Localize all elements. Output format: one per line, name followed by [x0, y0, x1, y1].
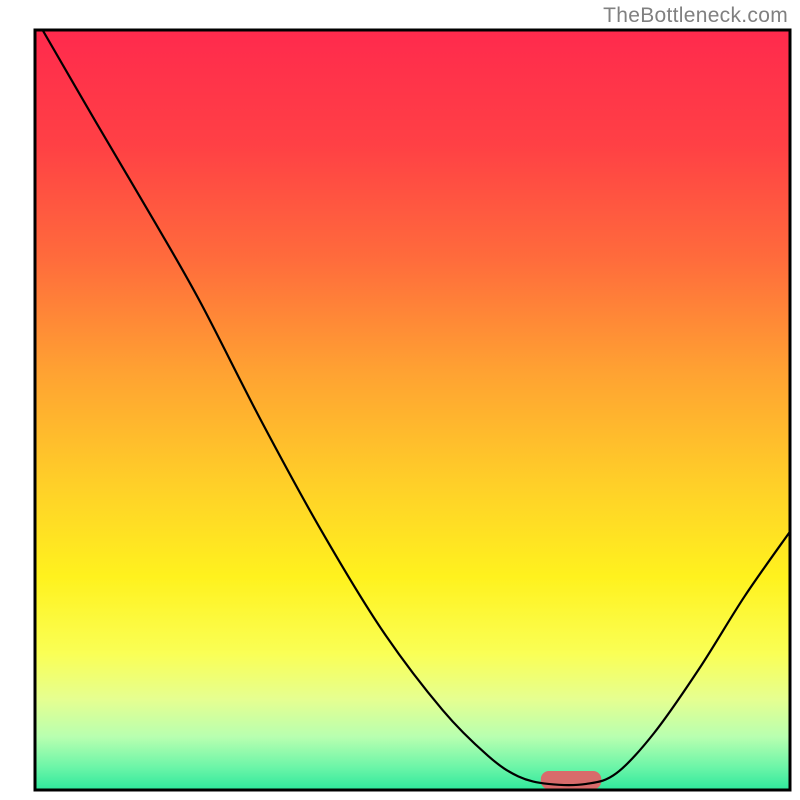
gradient-background [35, 30, 790, 790]
chart-container: TheBottleneck.com [0, 0, 800, 800]
watermark-text: TheBottleneck.com [603, 4, 788, 28]
optimal-marker [541, 771, 601, 789]
bottleneck-chart [0, 0, 800, 800]
